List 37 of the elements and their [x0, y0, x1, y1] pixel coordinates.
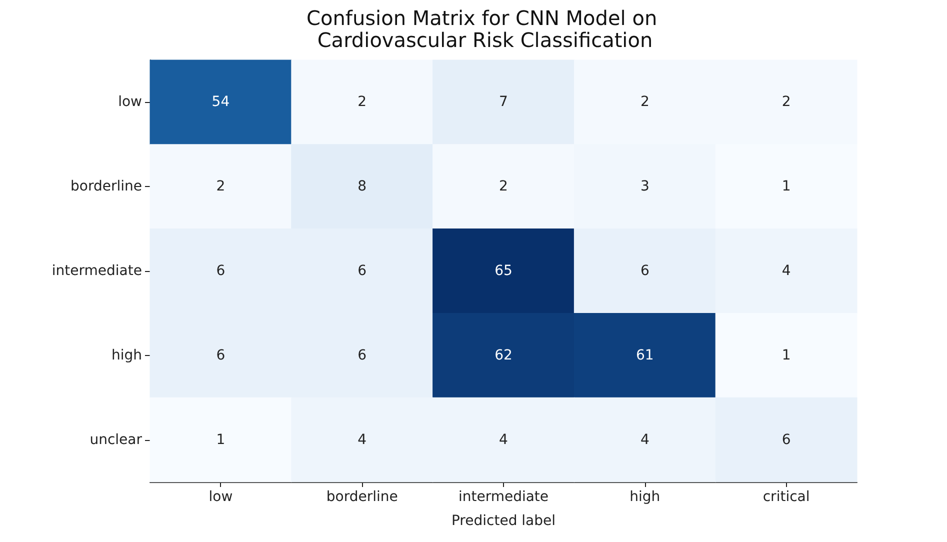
data-label: 61	[636, 347, 654, 364]
data-label: 54	[212, 94, 230, 110]
chart-title: Confusion Matrix for CNN Model on Cardiovascular Risk Classification	[306, 6, 664, 52]
data-label: 6	[216, 263, 226, 279]
data-label: 7	[499, 94, 508, 110]
y-tick-label: intermediate	[52, 263, 142, 279]
data-label: 6	[782, 432, 791, 448]
data-label: 65	[494, 263, 512, 279]
data-label: 2	[499, 178, 508, 195]
y-tick-label: unclear	[90, 432, 142, 448]
data-label: 6	[216, 347, 226, 364]
data-label: 6	[358, 347, 367, 364]
y-tick-label: high	[111, 347, 142, 364]
y-tick-label: low	[118, 94, 142, 110]
data-label: 4	[782, 263, 791, 279]
data-label: 6	[358, 263, 367, 279]
data-label: 6	[640, 263, 650, 279]
data-label: 4	[640, 432, 650, 448]
x-tick-label: low	[208, 489, 233, 505]
data-label: 1	[782, 178, 791, 195]
x-tick-label: critical	[762, 489, 810, 505]
data-label: 2	[640, 94, 650, 110]
data-label: 3	[640, 178, 650, 195]
data-label: 1	[216, 432, 226, 448]
data-label: 4	[358, 432, 367, 448]
data-label: 1	[782, 347, 791, 364]
x-tick-label: intermediate	[458, 489, 549, 505]
x-tick-label: high	[630, 489, 660, 505]
data-label: 4	[499, 432, 508, 448]
x-tick-label: borderline	[326, 489, 398, 505]
data-label: 2	[216, 178, 226, 195]
data-label: 2	[782, 94, 791, 110]
data-label: 62	[494, 347, 512, 364]
data-label: 2	[358, 94, 367, 110]
y-tick-label: borderline	[70, 178, 142, 195]
data-label: 8	[358, 178, 367, 195]
x-axis-title: Predicted label	[451, 513, 556, 529]
